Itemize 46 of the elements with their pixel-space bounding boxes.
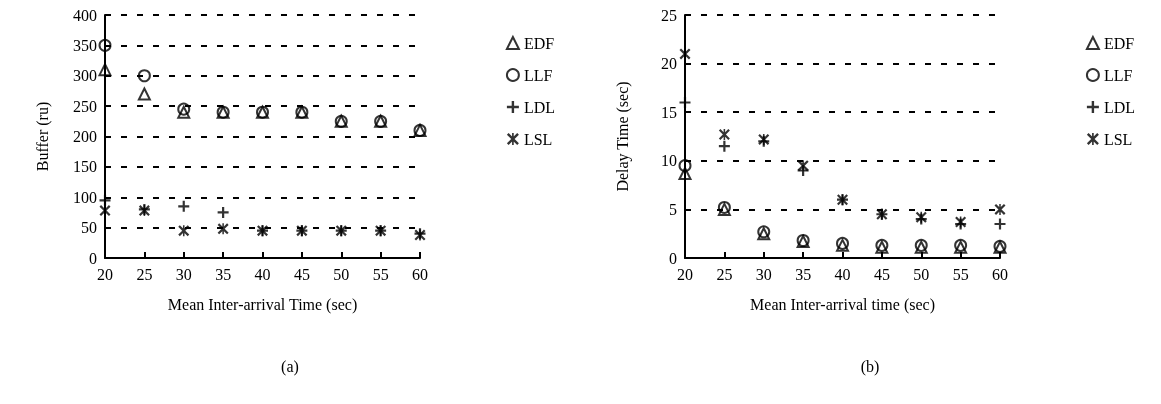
x-tick-label: 45 <box>293 265 310 283</box>
x-tick-label: 55 <box>952 265 969 283</box>
legend-label: EDF <box>1103 34 1135 52</box>
x-tick-label: 40 <box>834 265 851 283</box>
text: (a) <box>281 357 299 376</box>
y-tick-label: 150 <box>73 158 97 176</box>
legend-label: LDL <box>523 98 556 116</box>
y-tick-label: 15 <box>661 103 677 121</box>
y-tick-label: 0 <box>669 249 677 267</box>
legend-label: EDF <box>523 34 555 52</box>
x-tick-label: 25 <box>136 265 153 283</box>
text: (b) <box>860 357 880 376</box>
x-tick-label: 30 <box>175 265 192 283</box>
legend-label: LLF <box>523 66 553 84</box>
x-tick-label: 50 <box>913 265 930 283</box>
y-tick-label: 100 <box>73 188 97 206</box>
y-tick-label: 5 <box>669 200 677 218</box>
y-tick-label: 400 <box>73 6 97 24</box>
x-tick-label: 60 <box>412 265 428 283</box>
x-tick-label: 35 <box>215 265 232 283</box>
y-tick-label: 200 <box>73 128 97 145</box>
y-tick-label: 20 <box>661 55 677 73</box>
legend-label: LSL <box>1103 130 1133 148</box>
y-tick-label: 25 <box>661 6 677 24</box>
y-tick-label: 50 <box>81 219 97 237</box>
y-tick-label: 0 <box>89 249 97 267</box>
legend-label: LSL <box>523 130 553 148</box>
y-tick-label: 350 <box>73 36 97 54</box>
legend-label: LLF <box>1103 66 1133 84</box>
y-tick-label: 10 <box>661 152 677 170</box>
x-axis-title: Mean Inter-arrival time (sec) <box>750 295 935 314</box>
x-tick-label: 60 <box>992 265 1008 283</box>
x-axis-title: Mean Inter-arrival Time (sec) <box>167 295 358 314</box>
y-axis-title: Buffer (ru) <box>33 101 52 172</box>
x-tick-label: 25 <box>716 265 733 283</box>
legend-label: LDL <box>1103 98 1136 116</box>
y-tick-label: 300 <box>73 67 97 85</box>
x-tick-label: 50 <box>333 265 350 283</box>
x-tick-label: 45 <box>873 265 890 283</box>
y-tick-label: 250 <box>73 97 97 115</box>
x-tick-label: 30 <box>755 265 772 283</box>
y-axis-title: Delay Time (sec) <box>613 81 632 192</box>
x-tick-label: 40 <box>254 265 271 283</box>
x-tick-label: 35 <box>795 265 812 283</box>
x-tick-label: 55 <box>372 265 389 283</box>
x-tick-label: 20 <box>97 265 113 283</box>
